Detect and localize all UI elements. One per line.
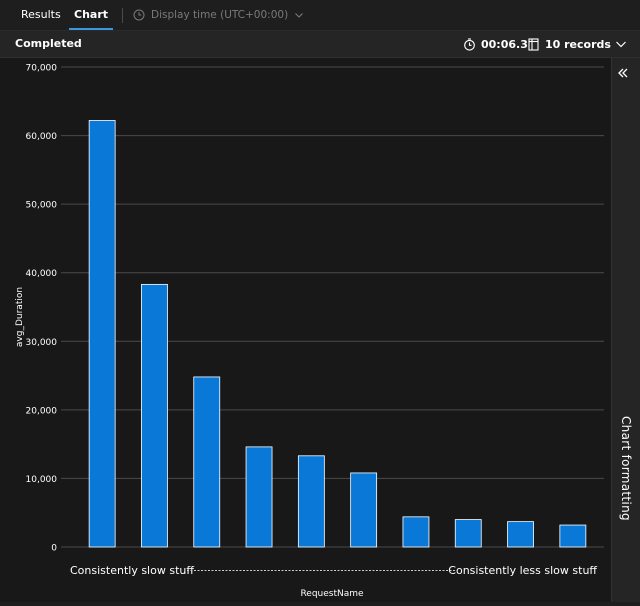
stopwatch-icon <box>464 37 475 51</box>
toolbar-divider <box>122 8 123 23</box>
y-tick-label: 60,000 <box>26 132 58 142</box>
y-tick-label: 30,000 <box>26 338 58 348</box>
y-tick-label: 0 <box>51 544 57 554</box>
double-chevron-left-icon[interactable] <box>616 66 630 80</box>
record-count-value: 10 records <box>545 37 611 51</box>
bar <box>507 521 534 548</box>
annotation-left: Consistently slow stuff <box>70 564 194 577</box>
display-time-label: Display time (UTC+00:00) <box>151 9 289 21</box>
top-toolbar: Results Chart Display time (UTC+00:00) <box>0 0 640 31</box>
bar <box>245 446 273 548</box>
bar <box>559 524 587 548</box>
bar <box>297 455 325 548</box>
clock-icon <box>133 9 145 21</box>
y-tick-label: 40,000 <box>26 269 58 279</box>
bar <box>141 283 168 548</box>
y-tick-label: 10,000 <box>26 475 58 485</box>
y-tick-label: 50,000 <box>26 201 58 211</box>
y-axis-label: avg_Duration <box>15 287 25 347</box>
display-time-dropdown[interactable]: Display time (UTC+00:00) <box>133 0 304 30</box>
record-count: 10 records <box>528 31 611 57</box>
bar <box>350 472 378 548</box>
collapse-chevron-icon[interactable] <box>613 36 629 52</box>
query-status: Completed <box>15 37 82 50</box>
annotation-right: Consistently less slow stuff <box>448 564 597 577</box>
chart-area: 0 10,000 20,000 30,000 40,000 50,000 60,000 70,… <box>0 58 611 602</box>
bar <box>193 376 221 548</box>
bar-chart: 0 10,000 20,000 30,000 40,000 50,000 60,000 70,… <box>15 64 604 599</box>
elapsed-time-value: 00:06.3 <box>481 37 528 51</box>
bar <box>88 120 116 548</box>
bar <box>402 516 430 548</box>
bar <box>454 519 482 548</box>
y-tick-label: 20,000 <box>26 406 58 416</box>
chevron-down-icon <box>295 13 304 18</box>
x-axis-label: RequestName <box>300 589 364 599</box>
tab-results[interactable]: Results <box>21 8 61 21</box>
chart-formatting-label: Chart formatting <box>619 416 633 521</box>
chart-formatting-panel[interactable]: Chart formatting <box>611 58 640 602</box>
status-bar: Completed 00:06.3 10 records <box>0 31 640 58</box>
tab-chart[interactable]: Chart <box>68 0 114 30</box>
records-icon <box>528 37 539 51</box>
elapsed-time: 00:06.3 <box>463 31 528 57</box>
y-tick-label: 70,000 <box>26 64 58 74</box>
